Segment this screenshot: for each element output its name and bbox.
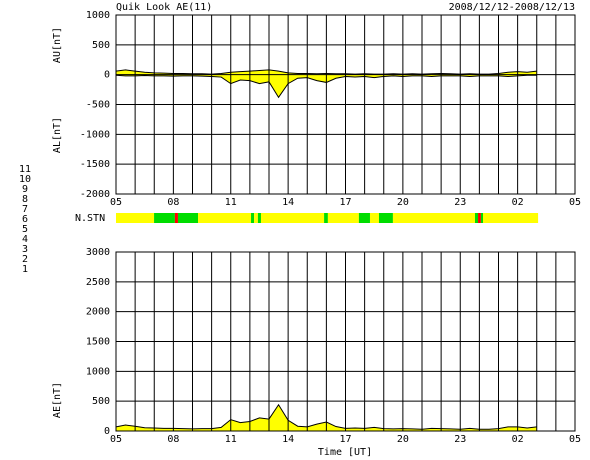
x-tick-label: 23 — [454, 197, 466, 208]
legend-label: 5 — [22, 224, 28, 235]
strip-label: N.STN — [75, 213, 105, 224]
x-tick-label: 05 — [569, 197, 581, 208]
station-segment — [478, 213, 481, 223]
chart-title: Quik Look AE(11) — [116, 2, 212, 13]
y-tick-label: -1500 — [80, 159, 110, 170]
y-tick-label: 1000 — [86, 366, 110, 377]
x-tick-label: 05 — [110, 434, 122, 445]
x-tick-label: 20 — [397, 197, 409, 208]
station-segment — [358, 213, 370, 223]
x-tick-label: 08 — [167, 434, 179, 445]
x-tick-label: 02 — [512, 434, 524, 445]
data-line — [115, 74, 537, 99]
x-axis-label: Time [UT] — [318, 447, 372, 458]
y-axis-label: AL[nT] — [52, 117, 63, 153]
station-segment — [392, 213, 475, 223]
station-segment — [116, 213, 155, 223]
data-line — [115, 69, 537, 75]
station-segment — [474, 213, 479, 223]
legend-label: 3 — [22, 244, 28, 255]
legend-label: 6 — [22, 214, 28, 225]
y-tick-label: 2000 — [86, 307, 110, 318]
legend-label: 8 — [22, 194, 28, 205]
legend-label: 10 — [19, 174, 31, 185]
x-tick-label: 14 — [282, 434, 294, 445]
legend-label: 4 — [22, 234, 28, 245]
data-line — [115, 403, 537, 430]
y-tick-label: 1000 — [86, 10, 110, 21]
station-segment — [369, 213, 379, 223]
plot-frame — [115, 251, 576, 432]
station-segment — [260, 213, 325, 223]
legend-label: 9 — [22, 184, 28, 195]
station-segment — [324, 213, 328, 223]
x-tick-label: 05 — [569, 434, 581, 445]
x-tick-label: 17 — [339, 197, 351, 208]
x-tick-label: 23 — [454, 434, 466, 445]
station-segment — [198, 213, 252, 223]
y-tick-label: 0 — [104, 426, 110, 437]
y-tick-label: 500 — [92, 40, 110, 51]
y-axis-label: AU[nT] — [52, 27, 63, 63]
x-tick-label: 14 — [282, 197, 294, 208]
x-tick-label: 20 — [397, 434, 409, 445]
x-tick-label: 11 — [225, 197, 237, 208]
date-range: 2008/12/12-2008/12/13 — [449, 2, 575, 13]
y-tick-label: -500 — [86, 100, 110, 111]
y-tick-label: -2000 — [80, 189, 110, 200]
y-tick-label: 1500 — [86, 337, 110, 348]
x-tick-label: 08 — [167, 197, 179, 208]
y-tick-label: -1000 — [80, 129, 110, 140]
x-tick-label: 02 — [512, 197, 524, 208]
station-segment — [177, 213, 199, 223]
station-segment — [257, 213, 261, 223]
y-tick-label: 500 — [92, 396, 110, 407]
legend-label: 2 — [22, 254, 28, 265]
station-segment — [251, 213, 255, 223]
station-segment — [480, 213, 484, 223]
x-tick-label: 05 — [110, 197, 122, 208]
plot-frame — [115, 14, 576, 195]
station-segment — [483, 213, 539, 223]
station-segment — [254, 213, 258, 223]
legend-label: 1 — [22, 264, 28, 275]
y-tick-label: 3000 — [86, 247, 110, 258]
legend-label: 7 — [22, 204, 28, 215]
station-segment — [174, 213, 178, 223]
legend-label: 11 — [19, 164, 31, 175]
y-axis-label: AE[nT] — [52, 382, 63, 418]
y-tick-label: 0 — [104, 70, 110, 81]
station-segment — [327, 213, 359, 223]
y-tick-label: 2500 — [86, 277, 110, 288]
x-tick-label: 11 — [225, 434, 237, 445]
station-segment — [154, 213, 175, 223]
station-segment — [378, 213, 393, 223]
x-tick-label: 17 — [339, 434, 351, 445]
